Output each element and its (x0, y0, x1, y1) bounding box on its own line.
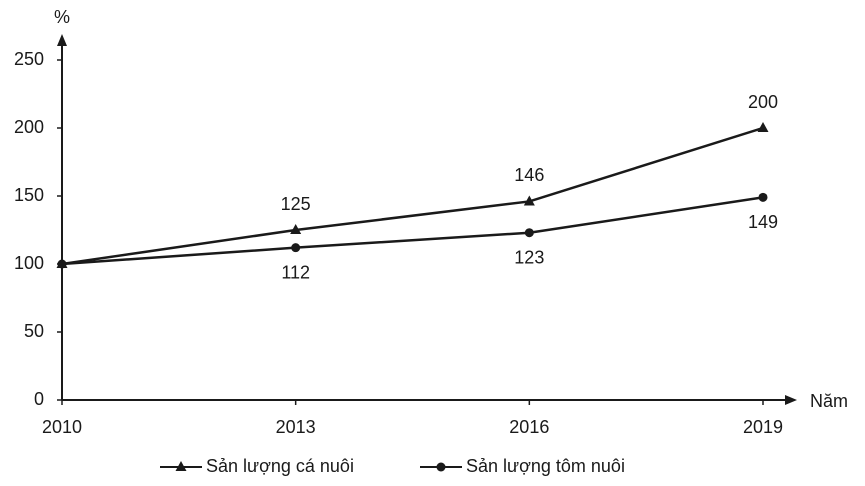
x-axis-label: Năm (810, 391, 848, 411)
data-label: 146 (514, 165, 544, 185)
point (524, 228, 534, 238)
data-label: 123 (514, 247, 544, 267)
y-tick-label: 150 (14, 185, 44, 205)
legend-marker (175, 461, 187, 471)
legend-label: Sản lượng cá nuôi (206, 456, 354, 476)
x-tick-label: 2013 (276, 417, 316, 437)
y-tick-label: 50 (24, 321, 44, 341)
legend-marker (436, 462, 446, 472)
data-label: 200 (748, 92, 778, 112)
y-axis-arrow (57, 34, 67, 46)
point (290, 224, 302, 234)
y-axis-label: % (54, 7, 70, 27)
point (758, 192, 768, 202)
y-tick-label: 250 (14, 49, 44, 69)
x-axis-arrow (785, 395, 797, 405)
point (57, 259, 67, 269)
point (291, 243, 301, 253)
series-line (61, 126, 764, 266)
x-tick-label: 2016 (509, 417, 549, 437)
point (523, 195, 535, 206)
data-label: 149 (748, 212, 778, 232)
data-label: 125 (281, 194, 311, 214)
y-tick-label: 200 (14, 117, 44, 137)
y-tick-label: 100 (14, 253, 44, 273)
y-tick-label: 0 (34, 389, 44, 409)
x-tick-label: 2019 (743, 417, 783, 437)
series-line (61, 196, 764, 266)
data-label: 112 (281, 262, 310, 282)
legend-label: Sản lượng tôm nuôi (466, 456, 625, 476)
x-tick-label: 2010 (42, 417, 82, 437)
point (757, 122, 769, 132)
